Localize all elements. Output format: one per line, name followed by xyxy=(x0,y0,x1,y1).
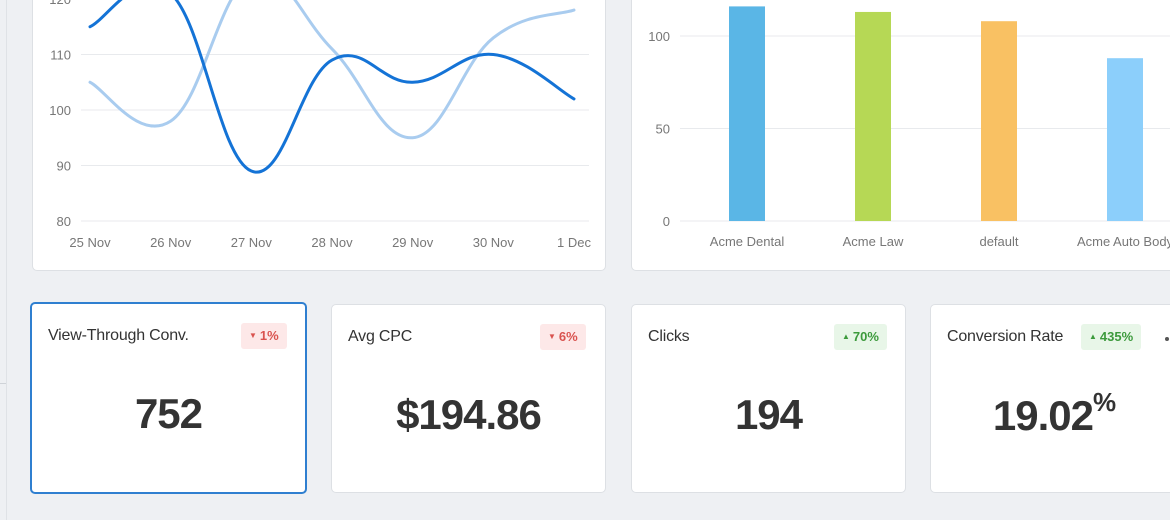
kpi-card-view-through-conv[interactable]: View-Through Conv. ▼ 1% 752 xyxy=(30,302,307,494)
kpi-value: 194 xyxy=(632,391,905,439)
x-tick-label: 30 Nov xyxy=(473,235,515,250)
kpi-value-number: $194.86 xyxy=(396,391,542,438)
bar xyxy=(729,6,765,222)
bar xyxy=(1107,58,1143,221)
caret-down-icon: ▼ xyxy=(548,332,556,341)
y-tick-label: 100 xyxy=(49,103,71,118)
kpi-value-number: 752 xyxy=(134,390,203,437)
kpi-card-conversion-rate[interactable]: Conversion Rate ▲ 435% 19.02% xyxy=(930,304,1170,493)
bar-chart: 0 50 100 Acme Dental Acme Law default Acme Aut… xyxy=(648,6,1170,249)
caret-up-icon: ▲ xyxy=(1089,332,1097,341)
kpi-change-badge: ▼ 1% xyxy=(241,323,287,349)
caret-down-icon: ▼ xyxy=(249,331,257,340)
kpi-change-value: 70% xyxy=(852,329,879,344)
kpi-value: 19.02% xyxy=(924,387,1170,440)
kpi-value: $194.86 xyxy=(332,391,605,439)
more-options-icon[interactable] xyxy=(1165,337,1169,341)
x-tick-label: Acme Law xyxy=(843,234,904,249)
caret-up-icon: ▲ xyxy=(842,332,850,341)
y-tick-label: 80 xyxy=(57,214,71,229)
y-tick-label: 90 xyxy=(57,159,71,174)
kpi-change-badge: ▼ 6% xyxy=(540,324,586,350)
kpi-change-badge: ▲ 435% xyxy=(1081,324,1142,350)
kpi-card-clicks[interactable]: Clicks ▲ 70% 194 xyxy=(631,304,906,493)
kpi-value-suffix: % xyxy=(1092,387,1116,417)
bar xyxy=(855,11,891,222)
kpi-change-value: 1% xyxy=(259,328,279,343)
page-left-tick xyxy=(0,383,6,384)
line-chart-card: 80 90 100 110 120 25 Nov 26 Nov 27 Nov 28 Nov 29 … xyxy=(32,0,606,271)
series-line-2 xyxy=(88,0,576,174)
x-tick-label: 29 Nov xyxy=(392,235,434,250)
x-tick-label: 26 Nov xyxy=(150,235,192,250)
kpi-title: Avg CPC xyxy=(348,328,413,345)
kpi-value-number: 19.02 xyxy=(992,392,1094,439)
bar xyxy=(981,21,1017,222)
x-tick-label: Acme Dental xyxy=(710,234,785,249)
y-tick-label: 50 xyxy=(656,122,670,137)
kpi-title: Clicks xyxy=(648,328,690,345)
kpi-title: View-Through Conv. xyxy=(48,327,189,344)
kpi-change-badge: ▲ 70% xyxy=(834,324,887,350)
y-tick-label: 120 xyxy=(49,0,71,7)
series-line-1 xyxy=(88,0,576,140)
kpi-title: Conversion Rate xyxy=(947,328,1064,345)
kpi-card-avg-cpc[interactable]: Avg CPC ▼ 6% $194.86 xyxy=(331,304,606,493)
x-tick-label: 25 Nov xyxy=(69,235,111,250)
x-tick-label: Acme Auto Body xyxy=(1077,234,1170,249)
x-tick-label: default xyxy=(979,234,1018,249)
page-left-divider xyxy=(6,0,7,520)
x-tick-label: 1 Dec xyxy=(557,235,591,250)
x-tick-label: 28 Nov xyxy=(311,235,353,250)
y-tick-label: 0 xyxy=(663,214,670,229)
kpi-value: 752 xyxy=(32,390,305,438)
x-tick-label: 27 Nov xyxy=(231,235,273,250)
line-chart: 80 90 100 110 120 25 Nov 26 Nov 27 Nov 28 Nov 29 … xyxy=(49,0,591,250)
y-tick-label: 100 xyxy=(648,29,670,44)
kpi-change-value: 6% xyxy=(558,329,578,344)
bar-chart-card: 0 50 100 Acme Dental Acme Law default Acme Aut… xyxy=(631,0,1170,271)
y-tick-label: 110 xyxy=(50,48,71,63)
kpi-change-value: 435% xyxy=(1099,329,1134,344)
kpi-value-number: 194 xyxy=(734,391,803,438)
